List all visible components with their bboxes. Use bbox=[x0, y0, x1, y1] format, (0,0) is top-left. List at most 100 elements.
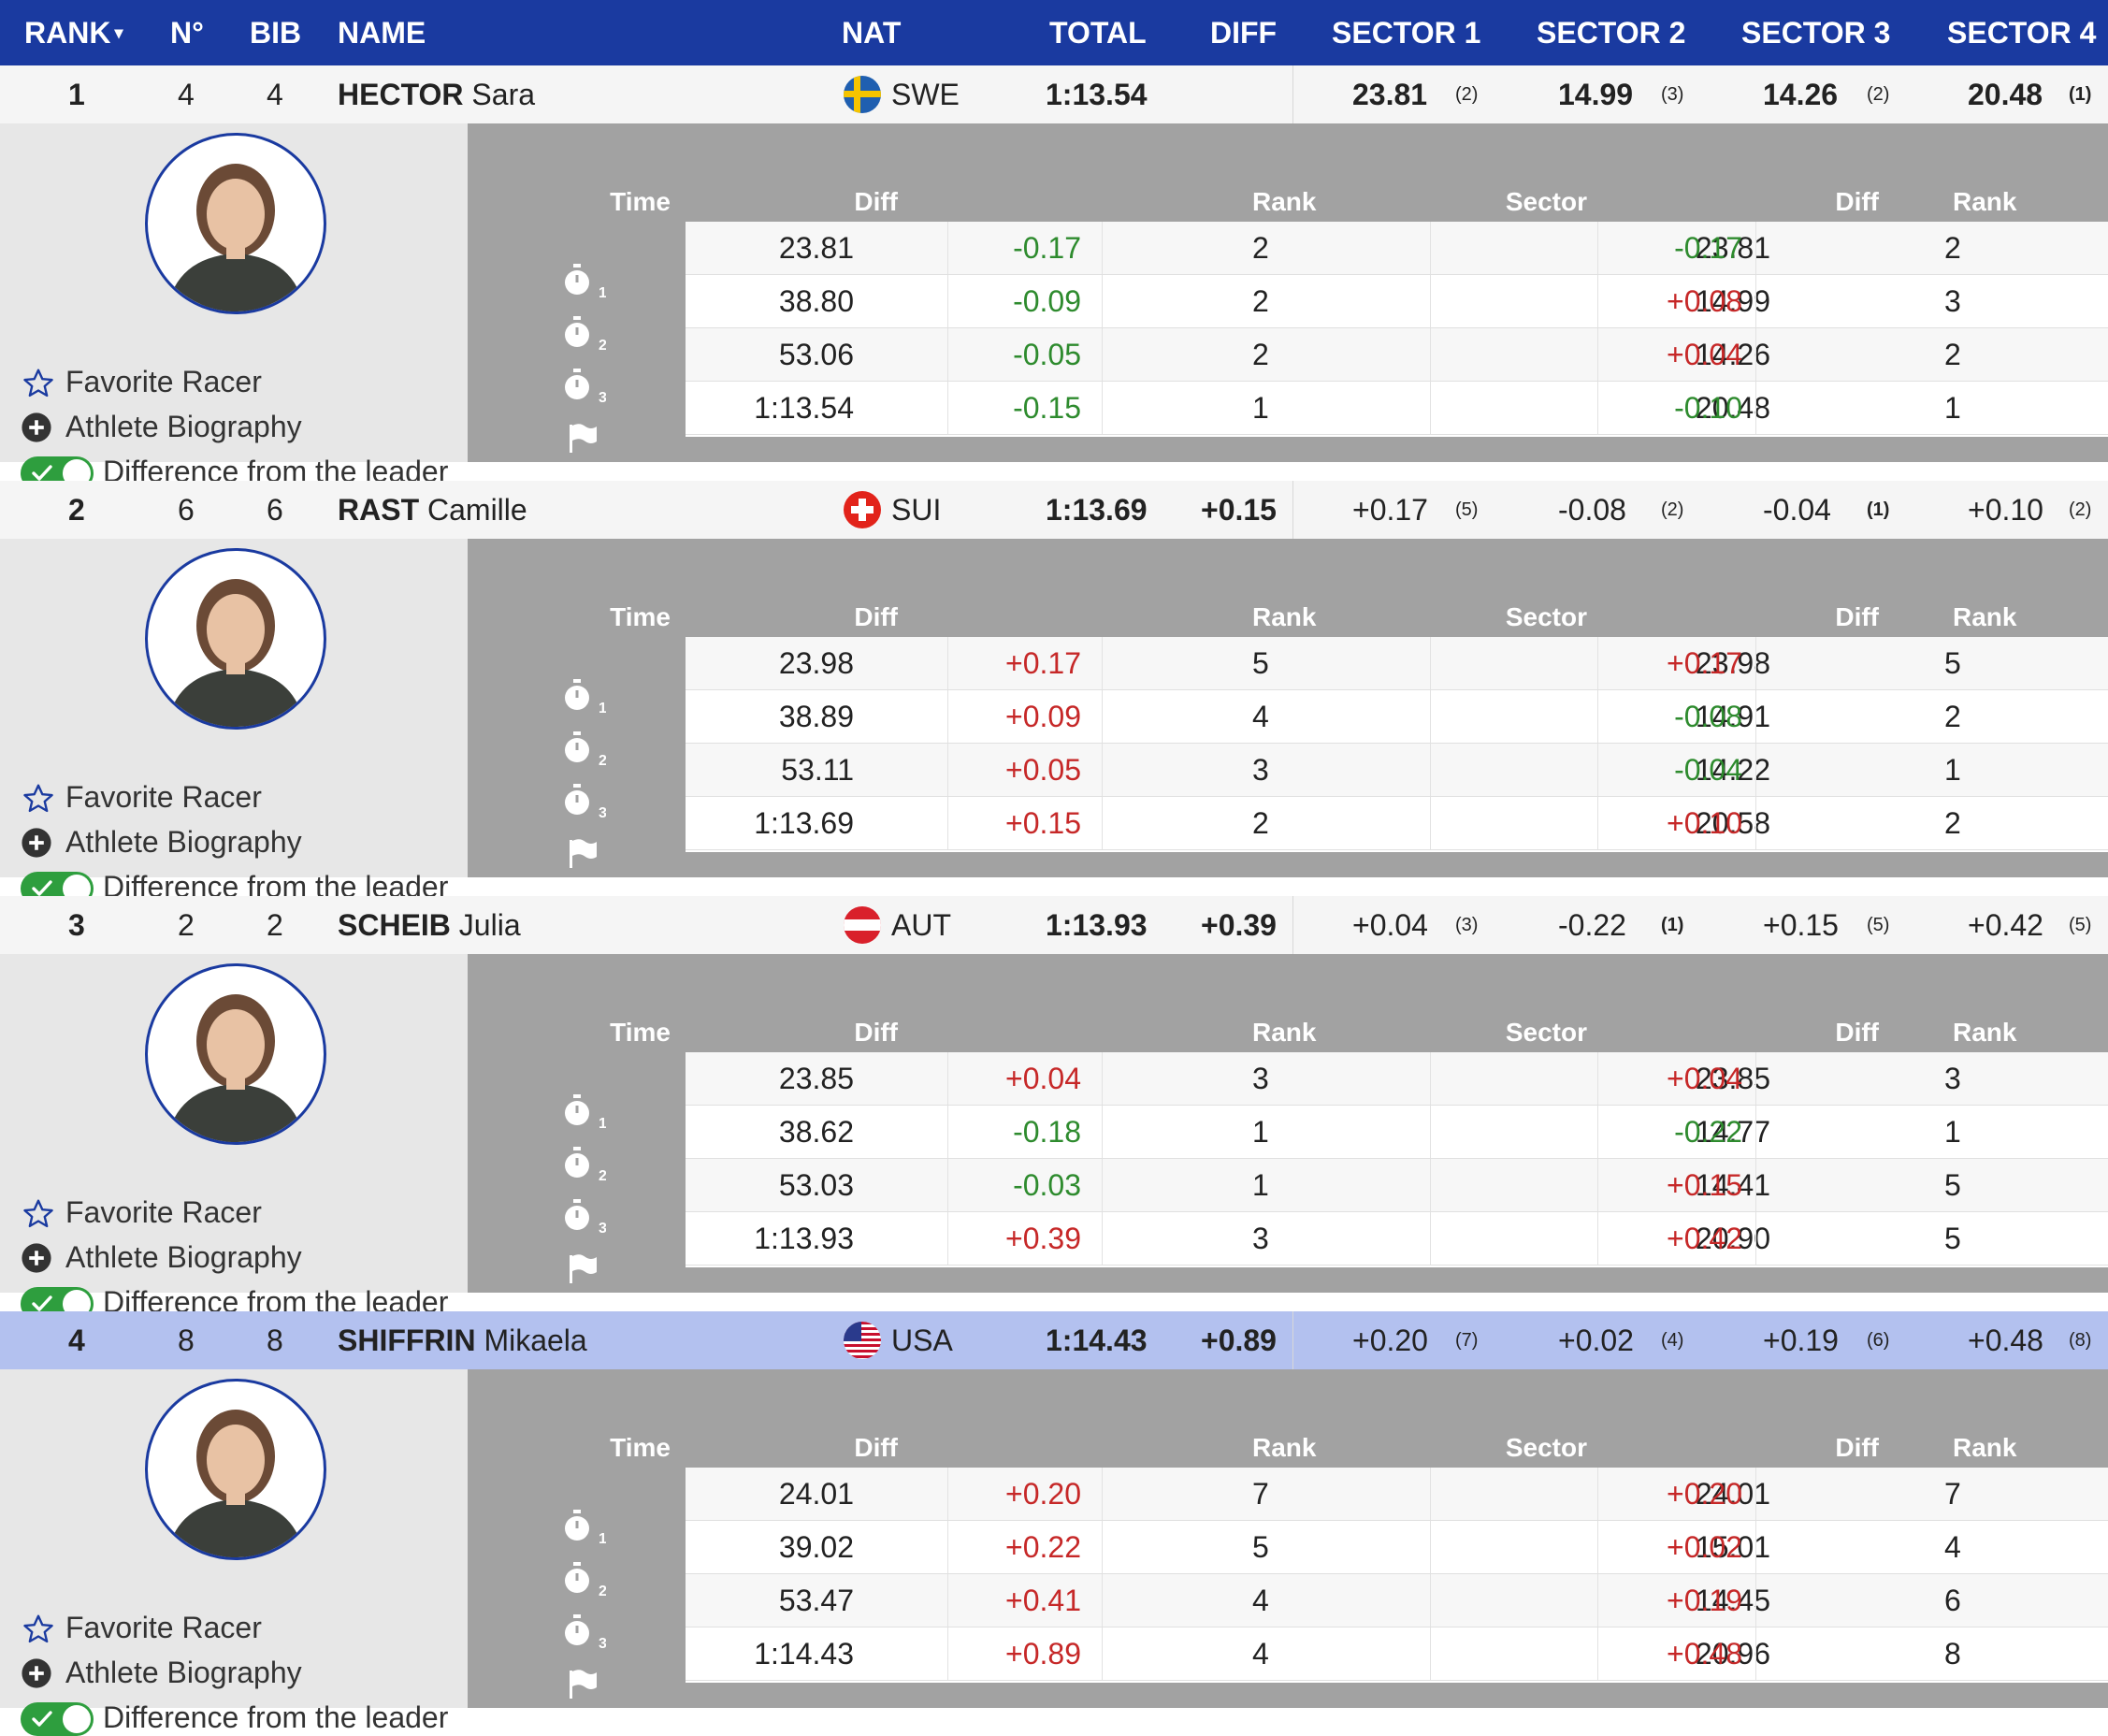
split-time: 38.62 bbox=[778, 1115, 854, 1149]
cell-divider bbox=[947, 382, 948, 434]
header-no[interactable]: N° bbox=[170, 16, 204, 50]
usa-flag bbox=[844, 1322, 881, 1359]
athlete-row[interactable]: 3 2 2 SCHEIB Julia AUT 1:13.93 +0.39 +0.… bbox=[0, 896, 2108, 955]
athlete-name[interactable]: HECTOR Sara bbox=[338, 65, 535, 123]
sector-diff: +0.02 bbox=[1667, 1530, 1742, 1564]
sector-4-value: +0.10 bbox=[1968, 493, 2043, 527]
sector-rank: 7 bbox=[1944, 1477, 1961, 1511]
athlete-name[interactable]: SCHEIB Julia bbox=[338, 896, 521, 954]
cell-divider bbox=[947, 690, 948, 743]
athlete-biography-label: Athlete Biography bbox=[65, 410, 302, 443]
athlete-profile: Favorite Racer Athlete Biography Differe… bbox=[0, 954, 468, 1321]
split-times-panel: Time Diff Rank Sector Diff Rank 1 2 3 23… bbox=[468, 123, 2108, 462]
sector-time: 20.90 bbox=[1695, 1222, 1770, 1255]
sector-diff: +0.17 bbox=[1667, 646, 1742, 680]
cell-divider bbox=[947, 744, 948, 796]
sector-2-rank: (4) bbox=[1661, 1330, 1684, 1351]
cell-divider bbox=[947, 1468, 948, 1520]
cell-divider bbox=[947, 637, 948, 689]
athlete-name[interactable]: SHIFFRIN Mikaela bbox=[338, 1311, 587, 1369]
col-diff-header: Diff bbox=[854, 187, 898, 216]
col-time-header: Time bbox=[610, 1018, 671, 1047]
split-row: 1:13.69 +0.15 2 20.58 +0.10 2 bbox=[686, 797, 2108, 850]
stopwatch-3-icon: 3 bbox=[563, 782, 607, 821]
header-sector-2[interactable]: SECTOR 2 bbox=[1537, 16, 1686, 50]
cell-divider bbox=[1597, 328, 1598, 381]
header-rank-label: RANK bbox=[24, 16, 111, 50]
split-rank: 2 bbox=[1252, 806, 1269, 840]
sector-diff: +0.04 bbox=[1667, 1062, 1742, 1095]
split-diff: -0.15 bbox=[1013, 391, 1081, 425]
athlete-total: 1:13.69 bbox=[1046, 493, 1148, 527]
split-time: 23.85 bbox=[778, 1062, 854, 1095]
split-time: 53.11 bbox=[781, 753, 854, 787]
sector-rank: 1 bbox=[1944, 1115, 1961, 1149]
header-nat[interactable]: NAT bbox=[842, 16, 902, 50]
cell-divider bbox=[947, 1052, 948, 1105]
split-row: 24.01 +0.20 7 24.01 +0.20 7 bbox=[686, 1468, 2108, 1521]
split-rank: 4 bbox=[1252, 1637, 1269, 1671]
split-rank: 1 bbox=[1252, 1168, 1269, 1202]
sector-diff: -0.17 bbox=[1674, 231, 1742, 265]
athlete-rank: 4 bbox=[68, 1324, 85, 1357]
stopwatch-2-icon: 2 bbox=[563, 730, 607, 769]
sector-3-value: -0.04 bbox=[1763, 493, 1831, 527]
stopwatch-2-icon: 2 bbox=[563, 1145, 607, 1184]
header-name[interactable]: NAME bbox=[338, 16, 426, 50]
toggle-switch[interactable] bbox=[21, 1702, 94, 1736]
sector-diff: +0.42 bbox=[1667, 1222, 1742, 1255]
cell-divider bbox=[1597, 1052, 1598, 1105]
results-header: RANK ▾ N° BIB NAME NAT TOTAL DIFF SECTOR … bbox=[0, 0, 2108, 65]
athlete-first-name: Mikaela bbox=[484, 1324, 587, 1357]
split-time: 24.01 bbox=[778, 1477, 854, 1511]
sector-time: 14.22 bbox=[1695, 753, 1770, 787]
header-bib[interactable]: BIB bbox=[250, 16, 302, 50]
sector-diff: -0.10 bbox=[1674, 391, 1742, 425]
cell-divider bbox=[1102, 222, 1103, 274]
athlete-first-name: Julia bbox=[458, 908, 521, 942]
favorite-racer-label: Favorite Racer bbox=[65, 780, 262, 814]
sector-rank: 1 bbox=[1944, 753, 1961, 787]
athlete-name[interactable]: RAST Camille bbox=[338, 481, 527, 539]
cell-divider bbox=[1430, 637, 1431, 689]
row-divider bbox=[1292, 481, 1293, 539]
plus-circle-icon bbox=[22, 828, 51, 858]
star-icon bbox=[23, 1199, 53, 1228]
cell-divider bbox=[1102, 1521, 1103, 1573]
split-diff: +0.17 bbox=[1005, 646, 1081, 680]
header-diff[interactable]: DIFF bbox=[1210, 16, 1278, 50]
header-rank-sort[interactable]: RANK ▾ bbox=[24, 17, 123, 49]
sector-2-rank: (2) bbox=[1661, 499, 1684, 520]
col-rank-header: Rank bbox=[1252, 602, 1317, 631]
favorite-racer-label: Favorite Racer bbox=[65, 1611, 262, 1644]
athlete-row[interactable]: 4 8 8 SHIFFRIN Mikaela USA 1:14.43 +0.89… bbox=[0, 1311, 2108, 1370]
cell-divider bbox=[1755, 1159, 1756, 1211]
split-row: 53.11 +0.05 3 14.22 -0.04 1 bbox=[686, 744, 2108, 797]
split-diff: +0.41 bbox=[1005, 1584, 1081, 1617]
sector-diff: +0.19 bbox=[1667, 1584, 1742, 1617]
plus-circle-icon bbox=[22, 1658, 51, 1688]
athlete-detail: Favorite Racer Athlete Biography Differe… bbox=[0, 1369, 2108, 1736]
header-sector-3[interactable]: SECTOR 3 bbox=[1741, 16, 1891, 50]
cell-divider bbox=[1102, 797, 1103, 849]
cell-divider bbox=[1755, 1521, 1756, 1573]
athlete-photo bbox=[145, 963, 326, 1145]
split-rank: 2 bbox=[1252, 284, 1269, 318]
sort-desc-icon: ▾ bbox=[114, 23, 123, 42]
col-sector-diff-header: Diff bbox=[1835, 187, 1879, 216]
header-sector-4[interactable]: SECTOR 4 bbox=[1947, 16, 2097, 50]
favorite-racer-label: Favorite Racer bbox=[65, 1195, 262, 1229]
sector-rank: 8 bbox=[1944, 1637, 1961, 1671]
sector-4-value: 20.48 bbox=[1968, 78, 2043, 111]
stopwatch-2-icon: 2 bbox=[563, 1560, 607, 1599]
athlete-biography-label: Athlete Biography bbox=[65, 1240, 302, 1274]
split-diff: -0.17 bbox=[1013, 231, 1081, 265]
header-sector-1[interactable]: SECTOR 1 bbox=[1332, 16, 1481, 50]
athlete-row[interactable]: 1 4 4 HECTOR Sara SWE 1:13.54 23.81 (2) … bbox=[0, 65, 2108, 124]
athlete-row[interactable]: 2 6 6 RAST Camille SUI 1:13.69 +0.15 +0.… bbox=[0, 481, 2108, 540]
cell-divider bbox=[947, 1521, 948, 1573]
cell-divider bbox=[1430, 797, 1431, 849]
header-total[interactable]: TOTAL bbox=[1049, 16, 1147, 50]
split-times-table: 23.98 +0.17 5 23.98 +0.17 5 38.89 +0.09 4 14.91 -0… bbox=[686, 637, 2108, 852]
sector-2-rank: (1) bbox=[1661, 915, 1684, 935]
